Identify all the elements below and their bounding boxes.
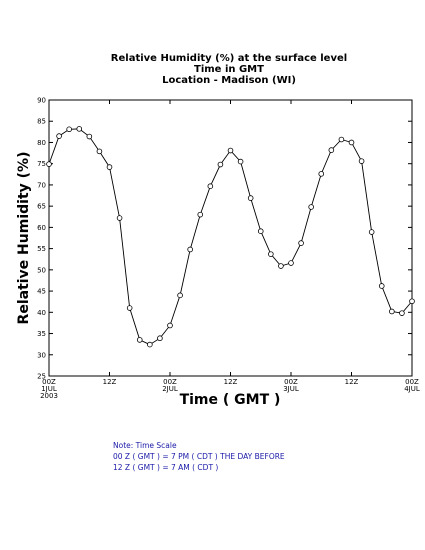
- data-point: [288, 260, 294, 266]
- x-tick-label: 00Z: [405, 378, 419, 386]
- y-axis: 25 30 35 40 45 50 55 60 65 70 75 80 85 90: [37, 97, 412, 381]
- data-point: [257, 228, 264, 235]
- y-axis-title: Relative Humidity (%): [16, 152, 32, 325]
- data-point: [96, 148, 103, 155]
- data-point: [116, 215, 123, 221]
- data-point: [147, 341, 153, 348]
- y-tick-label: 75: [37, 160, 46, 168]
- data-point: [157, 335, 163, 342]
- data-point: [227, 147, 234, 154]
- plot-area: [48, 99, 413, 377]
- y-tick-label: 90: [37, 97, 46, 105]
- note-line-3: 12 Z ( GMT ) = 7 AM ( CDT ): [113, 463, 219, 472]
- y-tick-label: 30: [37, 351, 46, 359]
- data-point: [167, 322, 173, 329]
- x-tick-label: 00Z: [42, 378, 56, 386]
- data-point: [247, 195, 254, 201]
- time-scale-note: Note: Time Scale 00 Z ( GMT ) = 7 PM ( C…: [113, 440, 285, 473]
- x-tick-label: 00Z: [163, 378, 177, 386]
- x-tick-label: 12Z: [103, 378, 117, 386]
- x-axis-title: Time ( GMT ): [180, 392, 281, 408]
- data-point: [106, 164, 113, 170]
- data-point: [66, 126, 72, 133]
- x-tick-date: 3JUL: [283, 385, 299, 393]
- x-tick-year: 2003: [40, 392, 58, 400]
- x-tick-date: 1JUL: [41, 385, 57, 393]
- data-point: [338, 136, 345, 143]
- y-tick-label: 35: [37, 330, 46, 338]
- chart-title-line-2: Time in GMT: [194, 64, 264, 75]
- y-tick-label: 60: [37, 224, 46, 232]
- series-line: [48, 128, 413, 346]
- data-point: [86, 133, 93, 140]
- data-point: [278, 263, 284, 269]
- data-point: [197, 211, 204, 218]
- note-line-2: 00 Z ( GMT ) = 7 PM ( CDT ) THE DAY BEFO…: [113, 452, 285, 461]
- y-tick-label: 25: [37, 373, 46, 381]
- y-tick-label: 40: [37, 309, 46, 317]
- data-point: [46, 161, 52, 167]
- data-point: [207, 183, 214, 189]
- x-tick-date: 4JUL: [404, 385, 420, 393]
- data-point: [399, 310, 405, 316]
- y-tick-label: 65: [37, 203, 46, 211]
- y-tick-label: 55: [37, 245, 46, 253]
- y-tick-label: 80: [37, 139, 46, 147]
- data-point: [177, 292, 183, 299]
- data-point: [126, 305, 133, 311]
- data-point: [237, 158, 244, 165]
- data-point: [217, 161, 224, 168]
- x-tick-label: 00Z: [284, 378, 298, 386]
- chart-title-line-3: Location - Madison (WI): [162, 75, 296, 86]
- x-tick-label: 12Z: [224, 378, 238, 386]
- y-tick-label: 45: [37, 288, 46, 296]
- data-point: [56, 133, 62, 139]
- data-point: [76, 126, 83, 132]
- data-point: [187, 246, 193, 253]
- note-line-1: Note: Time Scale: [113, 441, 177, 450]
- x-tick-date: 2JUL: [162, 385, 178, 393]
- x-tick-label: 12Z: [345, 378, 359, 386]
- y-tick-label: 50: [37, 266, 46, 274]
- data-point: [358, 158, 365, 164]
- series-relative-humidity: [46, 126, 415, 348]
- data-point: [389, 308, 395, 315]
- data-point: [318, 171, 325, 177]
- data-point: [409, 298, 415, 305]
- data-point: [298, 240, 304, 246]
- chart-title-line-1: Relative Humidity (%) at the surface lev…: [111, 53, 347, 64]
- data-point: [268, 251, 274, 257]
- data-point: [378, 283, 385, 289]
- y-tick-label: 85: [37, 118, 46, 126]
- data-point: [308, 204, 314, 210]
- data-point: [368, 229, 375, 235]
- data-point: [348, 139, 355, 146]
- data-point: [136, 337, 143, 343]
- y-tick-label: 70: [37, 181, 46, 189]
- data-point: [328, 147, 335, 153]
